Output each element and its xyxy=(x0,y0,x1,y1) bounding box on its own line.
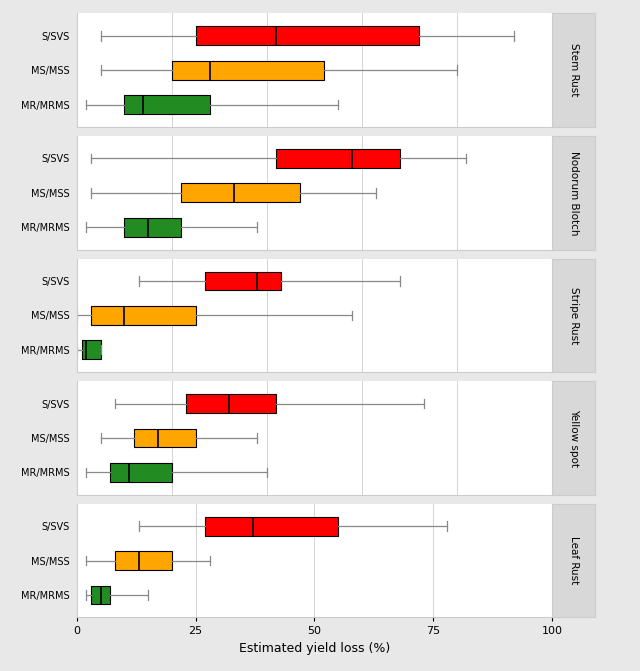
PathPatch shape xyxy=(110,463,172,482)
PathPatch shape xyxy=(276,149,400,168)
PathPatch shape xyxy=(172,60,324,80)
PathPatch shape xyxy=(205,517,338,535)
Text: Leaf Rust: Leaf Rust xyxy=(568,536,579,584)
PathPatch shape xyxy=(196,26,419,45)
Text: Nodorum Blotch: Nodorum Blotch xyxy=(568,150,579,235)
PathPatch shape xyxy=(181,183,300,202)
PathPatch shape xyxy=(91,586,110,605)
PathPatch shape xyxy=(115,551,172,570)
PathPatch shape xyxy=(91,306,196,325)
Text: Stem Rust: Stem Rust xyxy=(568,44,579,97)
PathPatch shape xyxy=(186,394,276,413)
PathPatch shape xyxy=(81,340,100,359)
Text: Yellow spot: Yellow spot xyxy=(568,409,579,467)
PathPatch shape xyxy=(134,429,196,448)
Text: Stripe Rust: Stripe Rust xyxy=(568,287,579,344)
X-axis label: Estimated yield loss (%): Estimated yield loss (%) xyxy=(239,642,390,655)
PathPatch shape xyxy=(124,95,210,114)
PathPatch shape xyxy=(205,272,281,291)
PathPatch shape xyxy=(124,217,181,237)
